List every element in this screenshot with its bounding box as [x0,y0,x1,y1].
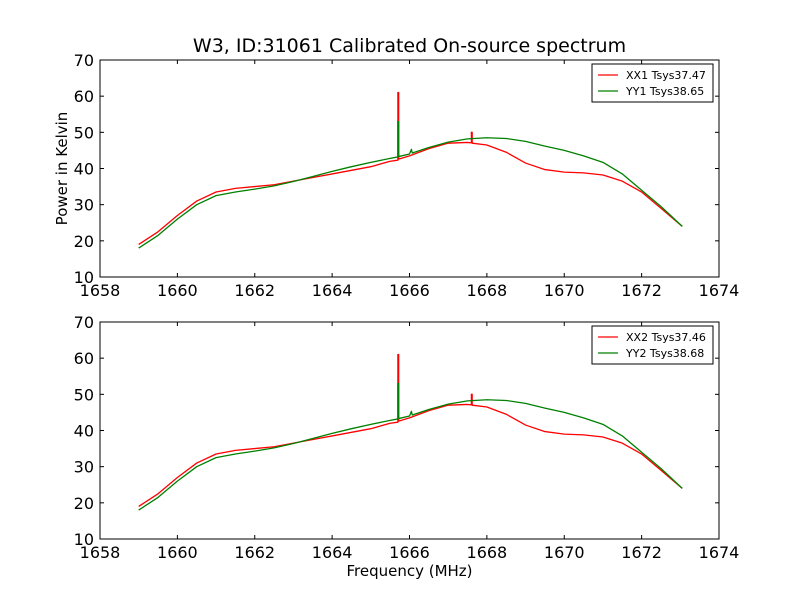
series-line-xx2 [138,353,683,507]
x-tick-label: 1658 [80,281,121,300]
x-tick-label: 1664 [312,543,353,562]
x-tick-label: 1670 [544,543,585,562]
series-line-xx1 [138,91,683,245]
y-tick-label: 70 [74,313,94,332]
x-tick-label: 1668 [467,543,508,562]
chart-panel-bottom: 1658 1660 1662 1664 1666 1668 1670 1672 1674 10 20… [74,313,740,580]
x-tick-label: 1664 [312,281,353,300]
x-axis-label: Frequency (MHz) [346,562,472,580]
legend-label: YY1 Tsys38.65 [625,85,704,98]
x-tick-label: 1658 [80,543,121,562]
x-tick-label: 1674 [699,281,740,300]
y-axis-label: Power in Kelvin [53,112,71,226]
x-tick-label: 1662 [234,281,275,300]
x-tick-label: 1666 [389,543,430,562]
y-tick-label: 20 [74,494,94,513]
legend: XX1 Tsys37.47 YY1 Tsys38.65 [591,63,714,103]
x-tick-label: 1670 [544,281,585,300]
legend-box [591,325,714,365]
y-tick-label: 30 [74,458,94,477]
legend-label: YY2 Tsys38.68 [625,347,704,360]
x-tick-label: 1672 [621,543,662,562]
y-tick-label: 50 [74,123,94,142]
chart-title: W3, ID:31061 Calibrated On-source spectr… [193,35,626,57]
y-tick-label: 20 [74,232,94,251]
series-line-yy2 [138,382,683,511]
x-tick-label: 1660 [157,543,198,562]
y-tick-label: 30 [74,196,94,215]
series-line-yy1 [138,120,683,249]
y-tick-label: 40 [74,160,94,179]
y-tick-label: 70 [74,51,94,70]
y-tick-label: 10 [74,530,94,549]
legend: XX2 Tsys37.46 YY2 Tsys38.68 [591,325,714,365]
chart-panel-top: 1658 1660 1662 1664 1666 1668 1670 1672 1674 10 20… [53,35,739,300]
legend-label: XX2 Tsys37.46 [626,331,706,344]
y-tick-label: 60 [74,349,94,368]
x-tick-label: 1668 [467,281,508,300]
y-tick-label: 40 [74,422,94,441]
x-tick-label: 1674 [699,543,740,562]
y-tick-label: 50 [74,385,94,404]
x-tick-label: 1672 [621,281,662,300]
x-tick-label: 1662 [234,543,275,562]
y-tick-label: 10 [74,268,94,287]
legend-label: XX1 Tsys37.47 [626,69,706,82]
x-tick-label: 1666 [389,281,430,300]
x-tick-label: 1660 [157,281,198,300]
legend-box [591,63,714,103]
y-tick-label: 60 [74,87,94,106]
